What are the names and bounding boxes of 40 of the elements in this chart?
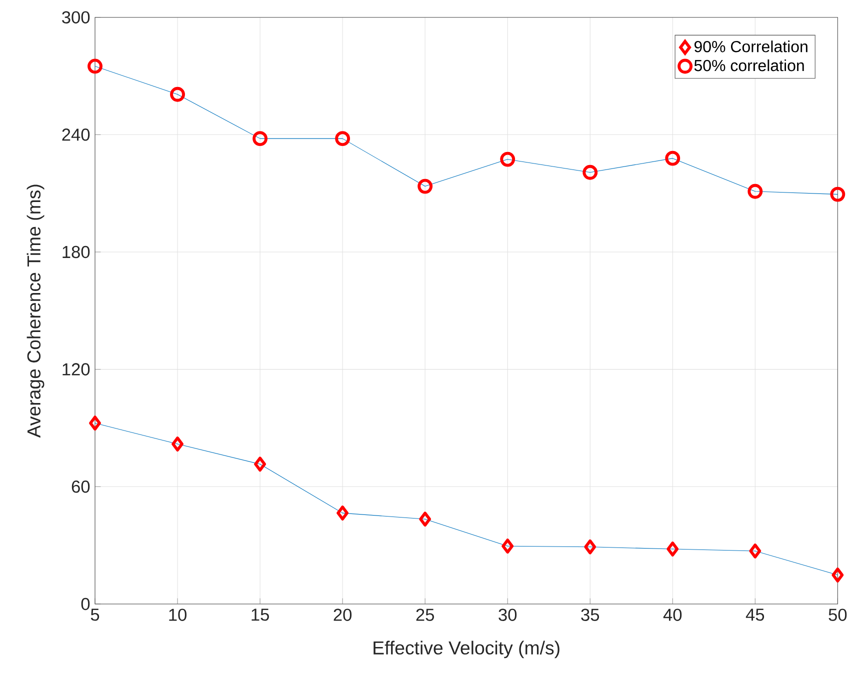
- point: [172, 436, 184, 452]
- y-tick-label: 300: [62, 11, 90, 24]
- point: [748, 184, 763, 199]
- point: [252, 131, 268, 146]
- point: [170, 86, 185, 102]
- x-tick-label: 15: [252, 608, 269, 621]
- y-tick-label: 240: [62, 128, 90, 141]
- point: [832, 568, 844, 583]
- y-tick-label: 180: [62, 246, 90, 258]
- point: [335, 131, 350, 146]
- y-tick-label: 60: [72, 480, 90, 493]
- point: [502, 538, 514, 554]
- x-tick-label: 40: [663, 608, 682, 621]
- x-tick-label: 30: [498, 608, 517, 621]
- point: [500, 152, 516, 167]
- point: [418, 178, 433, 194]
- point: [419, 512, 432, 527]
- x-tick-label: 45: [746, 608, 764, 621]
- x-tick-label: 20: [334, 608, 352, 621]
- point: [582, 164, 598, 180]
- y-axis-title: Average Coherence Time (ms): [26, 184, 44, 438]
- point: [665, 150, 680, 166]
- point: [584, 539, 596, 554]
- point: [830, 186, 846, 202]
- point: [749, 544, 762, 558]
- point: [89, 416, 101, 431]
- point: [336, 506, 349, 521]
- point: [666, 542, 679, 557]
- y-tick-label: 120: [62, 363, 90, 376]
- y-tick-label: 0: [81, 598, 90, 610]
- legend-label: 90% Correlation: [694, 40, 808, 52]
- x-axis-title: Effective Velocity (m/s): [374, 640, 560, 658]
- x-tick-label: 10: [169, 608, 186, 621]
- point: [254, 456, 266, 472]
- x-tick-label: 35: [581, 608, 600, 621]
- x-tick-label: 25: [416, 608, 434, 621]
- x-tick-label: 50: [828, 608, 847, 621]
- x-tick-label: 5: [90, 608, 100, 621]
- point: [88, 58, 102, 74]
- legend-label: 50% correlation: [694, 59, 804, 72]
